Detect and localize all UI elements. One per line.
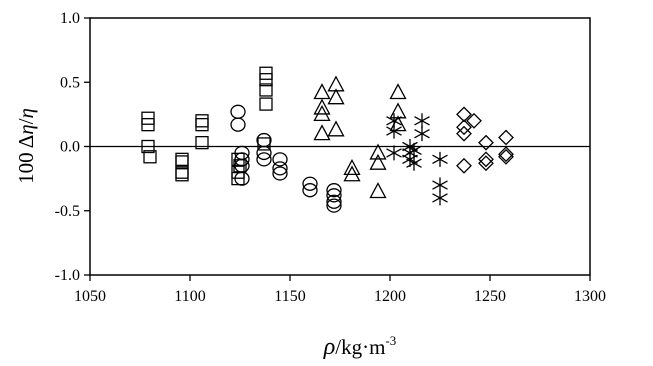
square-marker (259, 97, 273, 111)
asterisk-marker (414, 113, 430, 129)
triangle-marker (313, 83, 331, 100)
asterisk-marker (406, 142, 422, 158)
diamond-marker (456, 106, 472, 123)
square-marker (259, 73, 273, 87)
x-tick-label: 1050 (74, 288, 106, 305)
circle-marker (326, 188, 342, 203)
circle-marker (256, 152, 272, 167)
diamond-marker (498, 146, 514, 163)
square-marker (195, 135, 209, 150)
x-tick-label: 1300 (574, 288, 606, 305)
diamond-marker (466, 112, 482, 129)
y-axis-title-eta: η (14, 124, 38, 134)
diamond-marker (478, 134, 494, 151)
asterisk-marker (432, 190, 448, 206)
asterisk-marker (386, 123, 402, 139)
triangle-marker (389, 83, 407, 100)
triangle-marker (327, 88, 345, 105)
square-marker (141, 139, 155, 154)
circle-marker (272, 166, 288, 181)
triangle-marker (369, 143, 387, 160)
y-axis-title-slash: / (14, 118, 38, 124)
diamond-marker (478, 155, 494, 172)
triangle-marker (343, 165, 361, 182)
diamond-marker (456, 125, 472, 142)
triangle-marker (327, 120, 345, 137)
square-marker (143, 150, 157, 164)
circle-marker (326, 183, 342, 198)
y-tick-label: 0.5 (60, 74, 80, 91)
y-axis-title: 100 Δη/η (14, 108, 38, 184)
x-tick-label: 1100 (174, 288, 205, 305)
circle-marker (326, 198, 342, 213)
asterisk-marker (406, 155, 422, 171)
y-tick-label: 0.0 (60, 139, 80, 156)
triangle-marker (313, 124, 331, 141)
triangle-marker (369, 153, 387, 170)
diamond-marker (498, 148, 514, 165)
asterisk-marker (386, 145, 402, 161)
y-tick-label: -1.0 (55, 267, 80, 284)
square-marker (259, 83, 273, 97)
diamond-marker (456, 119, 472, 136)
x-tick-label: 1250 (474, 288, 506, 305)
square-marker (175, 168, 189, 182)
x-axis-ticks: 1050 1100 1150 1200 1250 1300 (74, 275, 606, 305)
circle-marker (302, 176, 318, 191)
circle-marker (256, 132, 272, 148)
square-marker (195, 118, 209, 132)
asterisk-marker (414, 126, 430, 142)
y-axis-ticks: 1.0 0.5 0.0 -0.5 -1.0 (55, 10, 90, 284)
circle-marker (230, 104, 246, 119)
x-axis-title-unit: /kg·m (335, 335, 385, 359)
x-tick-label: 1200 (374, 288, 406, 305)
data-points (141, 66, 514, 213)
x-axis-title-exponent: -3 (385, 333, 396, 348)
asterisk-marker (432, 177, 448, 193)
circle-marker (302, 183, 318, 198)
square-marker (175, 155, 189, 169)
circle-marker (234, 171, 250, 186)
y-tick-label: 1.0 (60, 10, 80, 27)
circle-marker (272, 161, 288, 176)
x-tick-label: 1150 (274, 288, 305, 305)
triangle-marker (313, 98, 331, 115)
diamond-marker (498, 129, 514, 146)
x-axis-title: ρ/kg·m-3 (323, 333, 397, 360)
square-marker (141, 118, 155, 132)
triangle-marker (369, 182, 387, 199)
diamond-marker (478, 151, 494, 168)
y-axis-title-eta-denominator: η (14, 108, 38, 118)
circle-marker (230, 117, 246, 132)
triangle-marker (313, 104, 331, 122)
asterisk-marker (432, 151, 448, 167)
circle-marker (272, 152, 288, 167)
triangle-marker (343, 158, 361, 175)
diamond-marker (456, 157, 472, 174)
circle-marker (234, 152, 250, 167)
circle-marker (256, 145, 272, 161)
square-marker (175, 152, 189, 167)
x-axis-title-rho: ρ (323, 334, 336, 360)
y-tick-label: -0.5 (55, 203, 80, 220)
y-axis-title-prefix: 100 Δ (14, 135, 38, 184)
circle-marker (326, 194, 342, 209)
square-marker (195, 114, 209, 128)
